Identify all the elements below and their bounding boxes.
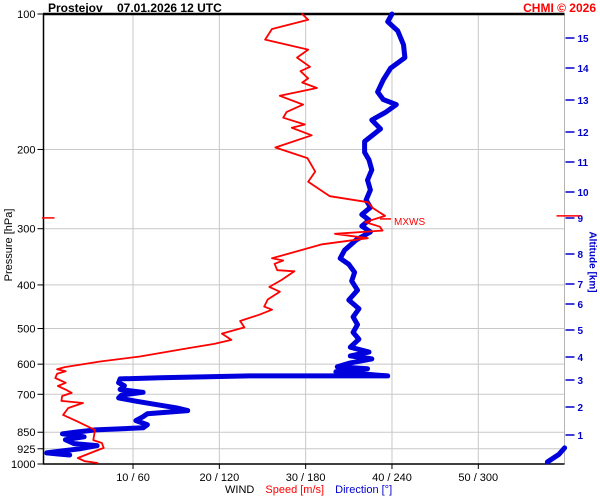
direction-curve — [44, 11, 408, 458]
wind-tick-label: 40 / 240 — [372, 472, 412, 484]
pressure-tick-label: 200 — [17, 144, 35, 156]
altitude-tick-label: 11 — [578, 158, 589, 169]
sounding-datetime: 07.01.2026 12 UTC — [117, 1, 222, 15]
pressure-tick-label: 850 — [17, 427, 35, 439]
altitude-tick-label: 4 — [578, 353, 584, 364]
pressure-tick-label: 500 — [17, 324, 35, 336]
wind-label: WIND — [225, 484, 255, 496]
altitude-tick-label: 7 — [578, 280, 584, 291]
altitude-tick-label: 13 — [578, 96, 590, 107]
station-name: Prostejov — [48, 1, 103, 15]
wind-tick-label: 10 / 60 — [116, 472, 150, 484]
altitude-tick-label: 14 — [578, 64, 590, 75]
altitude-tick-label: 10 — [578, 188, 590, 199]
altitude-tick-label: 9 — [578, 214, 584, 225]
pressure-tick-label: 1000 — [11, 459, 35, 471]
mxws-annotation: MXWS — [394, 217, 425, 228]
altitude-tick-label: 6 — [578, 300, 584, 311]
pressure-tick-label: 600 — [17, 359, 35, 371]
speed-curve — [54, 13, 387, 464]
altitude-tick-label: 2 — [578, 403, 584, 414]
pressure-tick-label: 925 — [17, 444, 35, 456]
wind-tick-label: 50 / 300 — [458, 472, 498, 484]
altitude-tick-label: 12 — [578, 128, 590, 139]
pressure-tick-label: 300 — [17, 224, 35, 236]
altitude-tick-label: 15 — [578, 34, 590, 45]
wind-tick-label: 30 / 180 — [286, 472, 326, 484]
altitude-tick-label: 1 — [578, 431, 584, 442]
altitude-tick-label: 3 — [578, 376, 584, 387]
copyright-notice: CHMI © 2026 — [523, 1, 596, 15]
pressure-tick-label: 700 — [17, 389, 35, 401]
altitude-tick-label: 5 — [578, 326, 584, 337]
pressure-tick-label: 100 — [17, 9, 35, 21]
altitude-tick-label: 8 — [578, 250, 584, 261]
speed-legend-label: Speed [m/s] — [265, 484, 325, 496]
x-axis-caption: WIND Speed [m/s] Direction [°] — [225, 484, 400, 496]
wind-tick-label: 20 / 120 — [199, 472, 239, 484]
direction-legend-label: Direction [°] — [335, 484, 393, 496]
direction-curve — [544, 445, 568, 465]
pressure-tick-label: 400 — [17, 280, 35, 292]
